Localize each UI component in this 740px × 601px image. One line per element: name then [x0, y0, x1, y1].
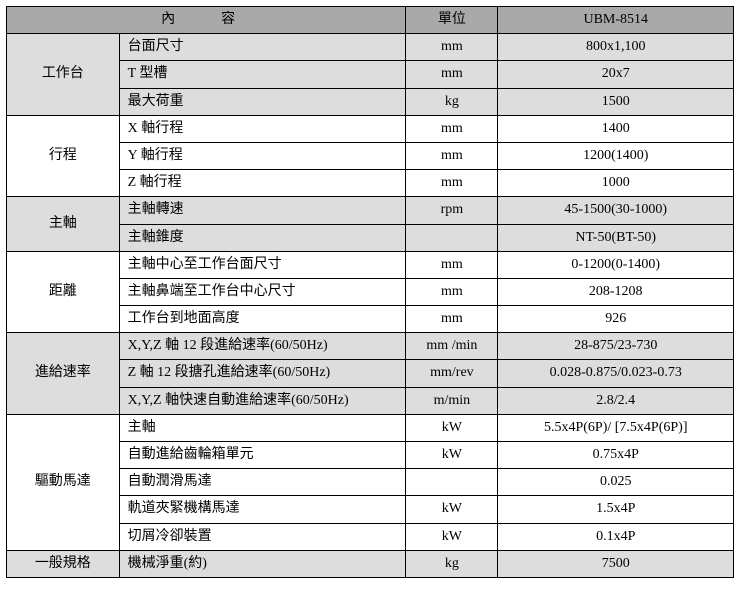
item-cell: 切屑冷卻裝置 — [119, 523, 406, 550]
item-cell: 台面尺寸 — [119, 34, 406, 61]
unit-cell: mm — [406, 61, 498, 88]
value-cell: 28-875/23-730 — [498, 333, 734, 360]
unit-cell: mm — [406, 34, 498, 61]
category-cell: 行程 — [7, 115, 120, 197]
value-cell: NT-50(BT-50) — [498, 224, 734, 251]
item-cell: Z 軸行程 — [119, 170, 406, 197]
value-cell: 0.75x4P — [498, 442, 734, 469]
item-cell: X 軸行程 — [119, 115, 406, 142]
value-cell: 1000 — [498, 170, 734, 197]
unit-cell: m/min — [406, 387, 498, 414]
category-cell: 驅動馬達 — [7, 414, 120, 550]
unit-cell: mm — [406, 142, 498, 169]
unit-cell: kW — [406, 442, 498, 469]
unit-cell — [406, 469, 498, 496]
value-cell: 926 — [498, 306, 734, 333]
unit-cell — [406, 224, 498, 251]
item-cell: 主軸鼻端至工作台中心尺寸 — [119, 278, 406, 305]
header-content: 內 容 — [7, 7, 406, 34]
unit-cell: mm /min — [406, 333, 498, 360]
header-model: UBM-8514 — [498, 7, 734, 34]
unit-cell: mm — [406, 251, 498, 278]
item-cell: 工作台到地面高度 — [119, 306, 406, 333]
value-cell: 2.8/2.4 — [498, 387, 734, 414]
item-cell: X,Y,Z 軸快速自動進給速率(60/50Hz) — [119, 387, 406, 414]
value-cell: 1400 — [498, 115, 734, 142]
item-cell: 自動進給齒輪箱單元 — [119, 442, 406, 469]
header-unit: 單位 — [406, 7, 498, 34]
unit-cell: mm/rev — [406, 360, 498, 387]
value-cell: 0.025 — [498, 469, 734, 496]
item-cell: 最大荷重 — [119, 88, 406, 115]
unit-cell: mm — [406, 278, 498, 305]
unit-cell: kW — [406, 523, 498, 550]
unit-cell: mm — [406, 306, 498, 333]
category-cell: 主軸 — [7, 197, 120, 251]
item-cell: 自動潤滑馬達 — [119, 469, 406, 496]
value-cell: 5.5x4P(6P)/ [7.5x4P(6P)] — [498, 414, 734, 441]
unit-cell: rpm — [406, 197, 498, 224]
unit-cell: mm — [406, 170, 498, 197]
unit-cell: kW — [406, 414, 498, 441]
item-cell: 主軸錐度 — [119, 224, 406, 251]
unit-cell: kg — [406, 550, 498, 577]
category-cell: 一般規格 — [7, 550, 120, 577]
value-cell: 208-1208 — [498, 278, 734, 305]
item-cell: 主軸轉速 — [119, 197, 406, 224]
value-cell: 7500 — [498, 550, 734, 577]
item-cell: Z 軸 12 段搪孔進給速率(60/50Hz) — [119, 360, 406, 387]
category-cell: 進給速率 — [7, 333, 120, 415]
value-cell: 0-1200(0-1400) — [498, 251, 734, 278]
item-cell: 主軸 — [119, 414, 406, 441]
value-cell: 45-1500(30-1000) — [498, 197, 734, 224]
unit-cell: kg — [406, 88, 498, 115]
item-cell: T 型槽 — [119, 61, 406, 88]
spec-table: 內 容單位UBM-8514工作台台面尺寸mm800x1,100T 型槽mm20x… — [6, 6, 734, 578]
unit-cell: mm — [406, 115, 498, 142]
category-cell: 距離 — [7, 251, 120, 333]
unit-cell: kW — [406, 496, 498, 523]
value-cell: 1200(1400) — [498, 142, 734, 169]
item-cell: X,Y,Z 軸 12 段進給速率(60/50Hz) — [119, 333, 406, 360]
item-cell: Y 軸行程 — [119, 142, 406, 169]
value-cell: 800x1,100 — [498, 34, 734, 61]
value-cell: 1.5x4P — [498, 496, 734, 523]
category-cell: 工作台 — [7, 34, 120, 116]
item-cell: 機械淨重(約) — [119, 550, 406, 577]
value-cell: 20x7 — [498, 61, 734, 88]
value-cell: 1500 — [498, 88, 734, 115]
item-cell: 軌道夾緊機構馬達 — [119, 496, 406, 523]
value-cell: 0.1x4P — [498, 523, 734, 550]
item-cell: 主軸中心至工作台面尺寸 — [119, 251, 406, 278]
value-cell: 0.028-0.875/0.023-0.73 — [498, 360, 734, 387]
